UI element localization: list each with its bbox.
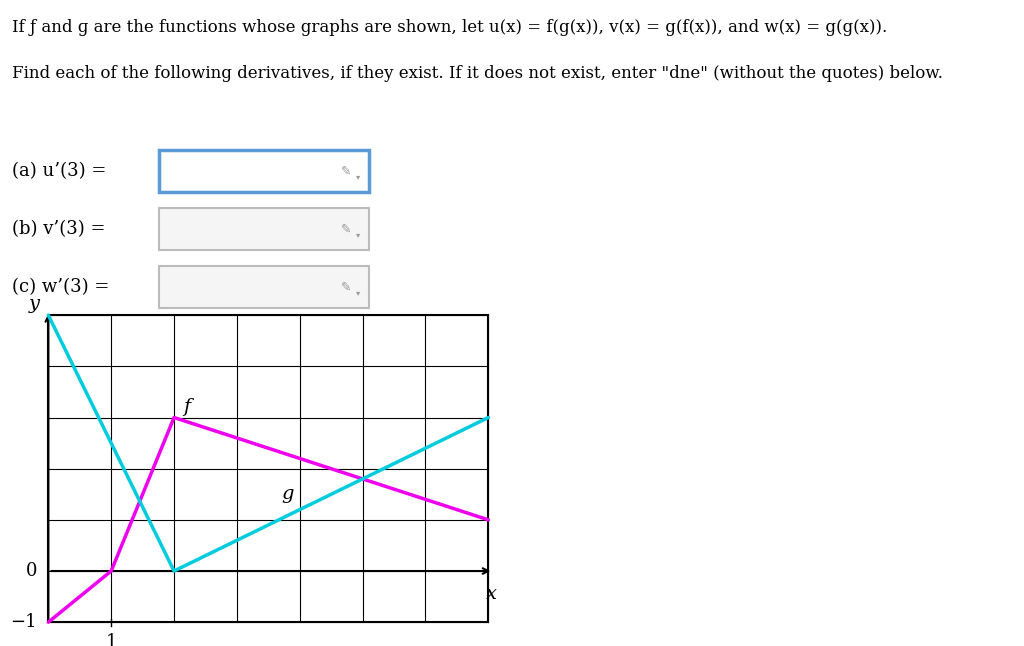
Text: ▾: ▾ [356, 288, 360, 297]
Text: ✎: ✎ [341, 165, 351, 178]
Text: ▾: ▾ [356, 172, 360, 181]
Text: x: x [486, 585, 497, 603]
Text: 0: 0 [26, 562, 37, 580]
Text: (a) u’(3) =: (a) u’(3) = [12, 162, 106, 180]
Text: If ƒ and ɡ are the functions whose graphs are shown, let u(x) = f(g(x)), v(x) = : If ƒ and ɡ are the functions whose graph… [12, 19, 888, 36]
Text: (b) v’(3) =: (b) v’(3) = [12, 220, 105, 238]
Text: ✎: ✎ [341, 281, 351, 294]
Text: ✎: ✎ [341, 223, 351, 236]
Text: y: y [29, 295, 40, 313]
Text: 1: 1 [105, 634, 117, 646]
Text: (c) w’(3) =: (c) w’(3) = [12, 278, 110, 297]
Text: Find each of the following derivatives, if they exist. If it does not exist, ent: Find each of the following derivatives, … [12, 65, 943, 81]
Text: −1: −1 [10, 613, 37, 631]
Text: ▾: ▾ [356, 230, 360, 239]
Text: g: g [281, 485, 294, 503]
Text: f: f [183, 399, 190, 417]
